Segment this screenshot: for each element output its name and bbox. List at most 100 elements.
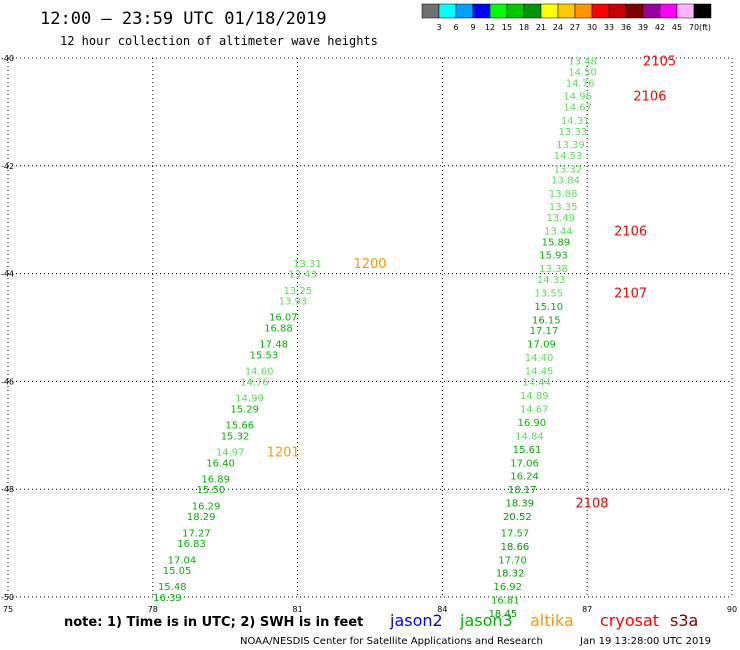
- scale-label: 21: [536, 23, 546, 32]
- time-label: 1201: [267, 445, 300, 460]
- footer-credit: NOAA/NESDIS Center for Satellite Applica…: [240, 636, 543, 647]
- wave-height-point: 16.88: [264, 324, 293, 335]
- scale-swatch: [659, 3, 678, 19]
- satellite-cryosat: cryosat: [600, 611, 659, 630]
- wave-height-point: 15.93: [539, 251, 568, 262]
- wave-height-point: 14.53: [554, 151, 583, 162]
- map-grid: [7, 57, 733, 598]
- wave-height-point: 13.49: [546, 213, 575, 224]
- scale-swatch: [472, 3, 491, 19]
- wave-height-point: 17.70: [498, 555, 527, 566]
- wave-height-point: 14.33: [537, 275, 566, 286]
- scale-label: 42: [655, 23, 665, 32]
- wave-height-point: 17.57: [501, 528, 530, 539]
- wave-height-point: 14.67: [520, 404, 549, 415]
- wave-height-point: 18.29: [187, 512, 216, 523]
- wave-height-point: 14.76: [240, 377, 269, 388]
- wave-height-point: 18.45: [489, 609, 518, 620]
- wave-height-point: 15.53: [250, 350, 279, 361]
- wave-height-point: 13.44: [544, 226, 573, 237]
- wave-height-point: 13.35: [549, 202, 578, 213]
- wave-height-point: 16.39: [153, 593, 182, 604]
- x-tick-label: 90: [727, 605, 737, 614]
- wave-height-point: 15.48: [158, 582, 187, 593]
- wave-height-point: 16.40: [206, 458, 235, 469]
- time-label: 1200: [353, 257, 386, 272]
- wave-height-point: 16.90: [518, 418, 547, 429]
- wave-height-point: 14.50: [568, 67, 597, 78]
- satellite-altika: altika: [530, 611, 574, 630]
- footer-timestamp: Jan 19 13:28:00 UTC 2019: [579, 636, 711, 647]
- scale-label: 33: [604, 23, 614, 32]
- wave-height-point: 17.04: [168, 555, 197, 566]
- satellite-jason2: jason2: [389, 611, 443, 630]
- wave-height-point: 16.15: [532, 315, 561, 326]
- wave-height-point: 14.67: [563, 103, 592, 114]
- wave-height-point: 14.31: [561, 116, 590, 127]
- x-tick-label: 75: [3, 605, 13, 614]
- scale-swatch: [642, 3, 661, 19]
- y-tick-label: -44: [1, 270, 14, 279]
- wave-height-point: 17.09: [527, 340, 556, 351]
- wave-height-point: 15.66: [226, 421, 255, 432]
- scale-swatch: [693, 3, 712, 19]
- wave-height-point: 14.76: [566, 78, 595, 89]
- y-tick-label: -40: [1, 54, 14, 63]
- scale-label: 36: [621, 23, 631, 32]
- wave-height-point: 14.99: [235, 394, 264, 405]
- wave-height-point: 14.60: [245, 367, 274, 378]
- scale-label: 39: [638, 23, 648, 32]
- wave-height-point: 14.96: [563, 92, 592, 103]
- footer-note: note: 1) Time is in UTC; 2) SWH is in fe…: [64, 615, 363, 630]
- x-tick-label: 87: [582, 605, 592, 614]
- y-tick-label: -50: [1, 593, 14, 602]
- wave-height-point: 18.32: [496, 569, 525, 580]
- wave-height-point: 18.39: [505, 499, 534, 510]
- wave-height-point: 15.50: [197, 485, 226, 496]
- scale-swatch: [625, 3, 644, 19]
- wave-height-point: 14.44: [522, 377, 551, 388]
- scale-swatch: [591, 3, 610, 19]
- wave-height-point: 18.17: [508, 485, 537, 496]
- satellite-jason3: jason3: [459, 611, 513, 630]
- chart-title: 12:00 — 23:59 UTC 01/18/2019: [40, 9, 327, 29]
- wave-height-point: 15.05: [163, 566, 192, 577]
- wave-height-point: 13.48: [568, 57, 597, 68]
- y-tick-label: -48: [1, 485, 14, 494]
- wave-height-point: 16.83: [177, 539, 206, 550]
- scale-swatch: [455, 3, 474, 19]
- scale-swatch: [557, 3, 576, 19]
- wave-height-point: 13.93: [279, 297, 308, 308]
- wave-height-point: 13.88: [549, 189, 578, 200]
- axis-ticks: 75 78 81 84 87 90 -40 -42 -44 -46 -48 -50: [1, 54, 737, 614]
- wave-height-point: 13.43: [288, 270, 317, 281]
- wave-height-point: 15.61: [513, 445, 542, 456]
- time-label: 2106: [614, 224, 647, 239]
- scale-label: 3: [436, 23, 441, 32]
- x-tick-label: 78: [148, 605, 158, 614]
- wave-height-point: 16.92: [493, 582, 522, 593]
- wave-height-point: 14.97: [216, 447, 245, 458]
- wave-height-point: 13.38: [539, 264, 568, 275]
- scale-swatch: [438, 3, 457, 19]
- scale-swatch: [489, 3, 508, 19]
- wave-height-point: 14.45: [525, 367, 554, 378]
- chart-subtitle: 12 hour collection of altimeter wave hei…: [60, 34, 378, 48]
- satellite-legend: jason2 jason3 altika cryosat s3a: [389, 611, 698, 630]
- scale-label: 45: [672, 23, 682, 32]
- wave-height-point: 16.29: [192, 501, 221, 512]
- wave-height-point: 16.24: [510, 472, 539, 483]
- scale-label: 9: [470, 23, 475, 32]
- wave-height-point: 14.89: [520, 391, 549, 402]
- wave-height-point: 13.25: [283, 286, 312, 297]
- scale-swatch: [608, 3, 627, 19]
- scale-swatch: [506, 3, 525, 19]
- time-labels: 1200 1201 2105 2106 2106 2107 2108: [267, 55, 677, 512]
- time-label: 2108: [575, 497, 608, 512]
- y-tick-label: -46: [1, 377, 14, 386]
- scale-label: 30: [587, 23, 597, 32]
- time-label: 2105: [643, 55, 676, 70]
- wave-height-point: 14.40: [525, 353, 554, 364]
